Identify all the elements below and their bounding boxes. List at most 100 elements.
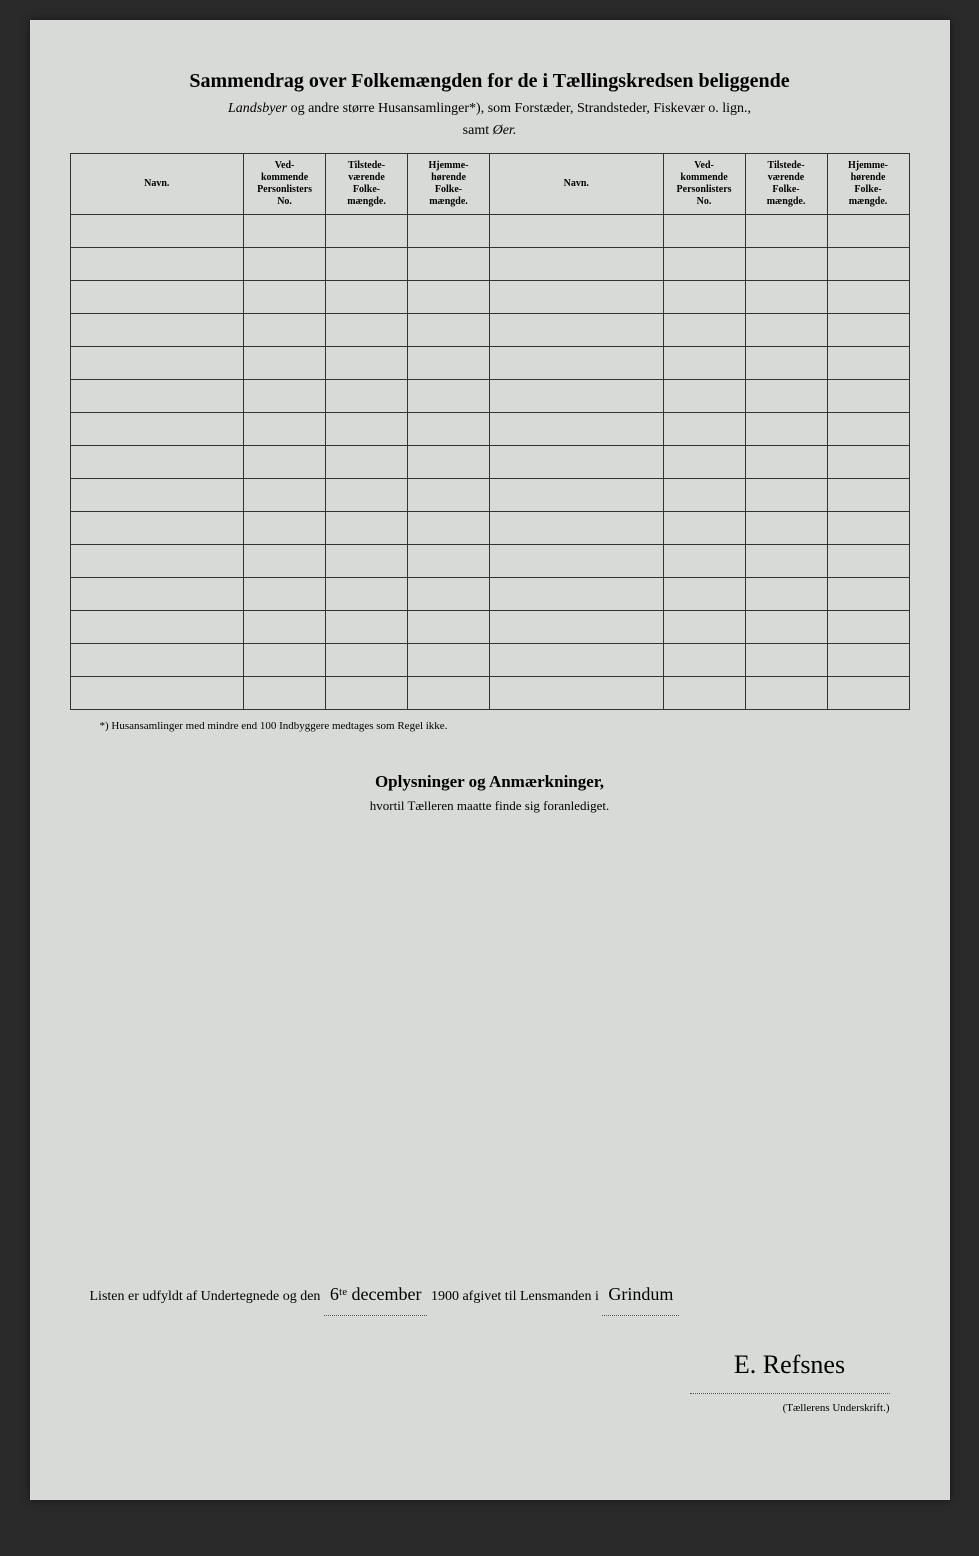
table-cell <box>244 314 326 347</box>
table-cell <box>489 281 663 314</box>
table-cell <box>70 677 244 710</box>
table-cell <box>326 545 408 578</box>
subtitle2: samt Øer. <box>70 123 910 139</box>
table-row <box>70 479 909 512</box>
table-cell <box>70 545 244 578</box>
col-vedk-1: Ved- kommende Personlisters No. <box>244 154 326 215</box>
table-cell <box>326 446 408 479</box>
table-row <box>70 347 909 380</box>
table-row <box>70 512 909 545</box>
table-cell <box>244 413 326 446</box>
table-cell <box>827 545 909 578</box>
table-cell <box>244 215 326 248</box>
table-cell <box>244 611 326 644</box>
table-cell <box>827 215 909 248</box>
table-cell <box>70 248 244 281</box>
table-cell <box>827 281 909 314</box>
table-row <box>70 677 909 710</box>
table-cell <box>326 413 408 446</box>
table-cell <box>827 644 909 677</box>
table-cell <box>408 215 490 248</box>
table-cell <box>745 677 827 710</box>
table-cell <box>489 314 663 347</box>
table-cell <box>663 479 745 512</box>
table-cell <box>326 479 408 512</box>
table-cell <box>663 281 745 314</box>
table-cell <box>244 380 326 413</box>
table-cell <box>408 677 490 710</box>
signature-area: E. Refsnes (Tællerens Underskrift.) <box>90 1336 890 1420</box>
table-row <box>70 578 909 611</box>
table-cell <box>663 644 745 677</box>
table-cell <box>408 413 490 446</box>
table-cell <box>70 281 244 314</box>
table-cell <box>827 578 909 611</box>
population-table: Navn. Ved- kommende Personlisters No. Ti… <box>70 153 910 710</box>
page-title: Sammendrag over Folkemængden for de i Tæ… <box>70 70 910 93</box>
table-cell <box>827 347 909 380</box>
table-cell <box>489 413 663 446</box>
table-cell <box>244 446 326 479</box>
table-cell <box>489 248 663 281</box>
table-cell <box>244 248 326 281</box>
table-cell <box>244 644 326 677</box>
table-cell <box>326 677 408 710</box>
table-cell <box>244 281 326 314</box>
table-cell <box>663 611 745 644</box>
table-cell <box>663 413 745 446</box>
table-cell <box>408 644 490 677</box>
table-row <box>70 413 909 446</box>
table-cell <box>489 611 663 644</box>
table-body <box>70 215 909 710</box>
place-fill: Grindum <box>602 1275 679 1316</box>
table-cell <box>489 578 663 611</box>
table-cell <box>827 677 909 710</box>
table-cell <box>489 215 663 248</box>
table-cell <box>408 281 490 314</box>
bottom-block: Listen er udfyldt af Undertegnede og den… <box>90 1275 890 1420</box>
table-cell <box>326 578 408 611</box>
table-cell <box>326 314 408 347</box>
col-tilst-2: Tilstede- værende Folke- mængde. <box>745 154 827 215</box>
census-form-page: Sammendrag over Folkemængden for de i Tæ… <box>30 20 950 1500</box>
table-cell <box>827 413 909 446</box>
section2-title: Oplysninger og Anmærkninger, <box>70 772 910 792</box>
col-navn-1: Navn. <box>70 154 244 215</box>
table-row <box>70 281 909 314</box>
table-cell <box>663 545 745 578</box>
section2-sub: hvortil Tælleren maatte finde sig foranl… <box>70 798 910 814</box>
table-cell <box>244 578 326 611</box>
table-cell <box>827 248 909 281</box>
table-cell <box>663 215 745 248</box>
table-cell <box>408 479 490 512</box>
table-cell <box>244 347 326 380</box>
table-cell <box>408 545 490 578</box>
table-cell <box>827 611 909 644</box>
table-cell <box>244 545 326 578</box>
line-mid: afgivet til Lensmanden i <box>462 1289 602 1304</box>
table-cell <box>745 578 827 611</box>
table-cell <box>745 380 827 413</box>
table-cell <box>663 578 745 611</box>
table-cell <box>663 314 745 347</box>
table-cell <box>70 512 244 545</box>
bottom-line: Listen er udfyldt af Undertegnede og den… <box>90 1275 890 1316</box>
line-pre: Listen er udfyldt af Undertegnede og den <box>90 1289 324 1304</box>
table-cell <box>745 215 827 248</box>
table-row <box>70 248 909 281</box>
table-cell <box>326 611 408 644</box>
table-cell <box>244 479 326 512</box>
table-row <box>70 644 909 677</box>
table-cell <box>489 512 663 545</box>
col-tilst-1: Tilstede- værende Folke- mængde. <box>326 154 408 215</box>
table-cell <box>70 578 244 611</box>
table-row <box>70 314 909 347</box>
signature-caption: (Tællerens Underskrift.) <box>90 1396 890 1420</box>
table-cell <box>745 512 827 545</box>
table-cell <box>663 446 745 479</box>
table-cell <box>70 380 244 413</box>
table-cell <box>408 611 490 644</box>
col-navn-2: Navn. <box>489 154 663 215</box>
table-row <box>70 215 909 248</box>
table-cell <box>408 446 490 479</box>
